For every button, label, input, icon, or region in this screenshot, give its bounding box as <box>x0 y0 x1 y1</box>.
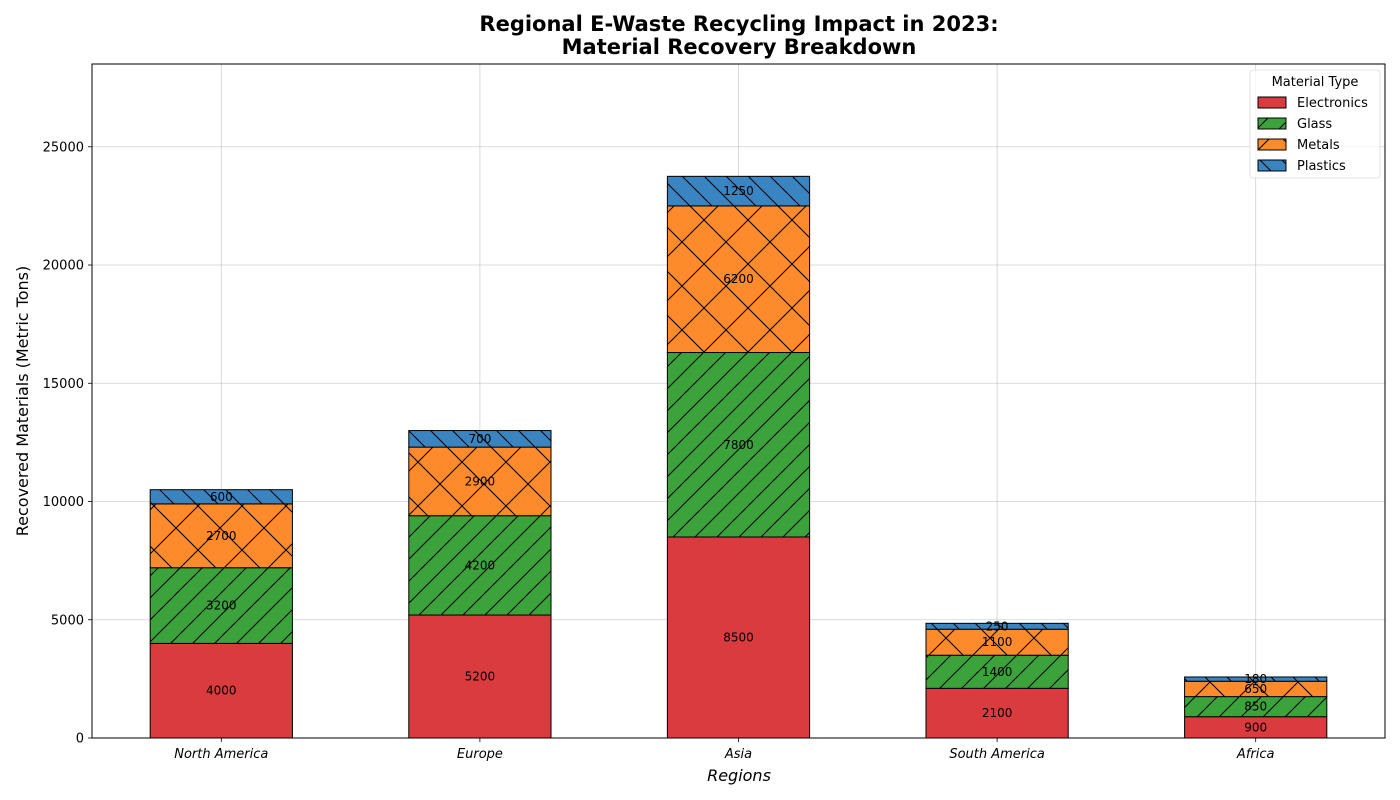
data-label: 1100 <box>982 635 1013 649</box>
bar-outline <box>408 430 552 448</box>
bar-hatch-glass <box>667 352 810 537</box>
data-labels: 4000 3200 2700 600 5200 4200 2900 700 8500 7800 62… <box>206 184 1267 734</box>
axes: 0 5000 10000 15000 20000 25000 North America Eu… <box>43 63 1386 762</box>
legend-swatch-outline <box>1257 138 1287 151</box>
data-label: 1250 <box>723 184 754 198</box>
bar-outline <box>666 175 811 207</box>
legend-title: Material Type <box>1272 75 1359 90</box>
bar-hatch-metals <box>408 447 552 516</box>
data-label: 650 <box>1244 682 1267 696</box>
legend-label-metals: Metals <box>1297 138 1340 153</box>
legend-swatch-electronics <box>1258 97 1286 108</box>
x-tick-label: South America <box>949 747 1045 762</box>
data-label: 4000 <box>206 684 237 698</box>
data-label: 2900 <box>465 474 496 488</box>
data-label: 4200 <box>465 558 496 572</box>
data-label: 2100 <box>982 706 1013 720</box>
bar-hatch-glass <box>925 655 1069 689</box>
legend-swatch-hatch <box>1258 139 1286 150</box>
bar-hatch-metals <box>667 205 810 353</box>
bar-segment-electronics <box>667 536 810 738</box>
x-tick-label: Asia <box>724 747 752 762</box>
legend-swatch-hatch <box>1258 118 1286 129</box>
data-label: 900 <box>1244 720 1267 734</box>
data-label: 180 <box>1244 672 1267 686</box>
x-tick-label: Europe <box>457 747 503 762</box>
bar-outline <box>925 622 1069 630</box>
bar-outline <box>1184 676 1328 682</box>
y-tick-label: 0 <box>76 732 84 747</box>
data-label: 8500 <box>723 630 754 644</box>
data-label: 250 <box>986 619 1009 633</box>
bar-hatch-plastics <box>150 489 293 504</box>
x-tick-label: North America <box>174 747 268 762</box>
y-tick-label: 25000 <box>43 140 84 155</box>
data-label: 7800 <box>723 438 754 452</box>
bar-hatch-plastics <box>1184 676 1327 682</box>
legend: Material Type Electronics Glass Metals Plas… <box>1249 69 1381 179</box>
x-tick-label: Africa <box>1236 747 1275 762</box>
legend-swatch-outline <box>1257 117 1287 130</box>
bar-segment-electronics <box>1184 716 1327 738</box>
legend-swatch-hatch <box>1258 160 1286 171</box>
bars <box>149 175 1328 739</box>
data-label: 600 <box>210 490 233 504</box>
bar-segment-electronics <box>150 643 293 738</box>
y-axis-label: Recovered Materials (Metric Tons) <box>13 266 32 537</box>
y-tick-label: 15000 <box>43 377 84 392</box>
data-label: 5200 <box>465 670 496 684</box>
legend-label-plastics: Plastics <box>1297 159 1346 174</box>
y-tick-label: 10000 <box>43 495 84 510</box>
chart-title-line1: Regional E-Waste Recycling Impact in 202… <box>479 12 998 36</box>
y-tick-label: 20000 <box>43 259 84 274</box>
legend-label-electronics: Electronics <box>1297 96 1368 111</box>
bar-outline <box>149 489 293 505</box>
bar-hatch-plastics <box>925 623 1069 630</box>
bar-hatch-plastics <box>667 176 810 206</box>
data-label: 700 <box>468 432 491 446</box>
bar-hatch-plastics <box>408 430 552 448</box>
x-axis-label: Regions <box>707 766 771 785</box>
bar-hatch-glass <box>150 567 293 644</box>
bar-hatch-glass <box>408 515 552 616</box>
y-tick-label: 5000 <box>51 613 84 628</box>
data-label: 1400 <box>982 665 1013 679</box>
bar-hatch-glass <box>1184 696 1327 717</box>
bar-hatch-metals <box>1184 681 1327 697</box>
legend-label-glass: Glass <box>1297 117 1332 132</box>
bar-segment-electronics <box>408 615 552 738</box>
legend-swatch-outline <box>1257 159 1287 172</box>
bar-hatch-metals <box>925 629 1069 656</box>
data-label: 850 <box>1244 700 1267 714</box>
data-label: 6200 <box>723 272 754 286</box>
data-label: 2700 <box>206 529 237 543</box>
bar-hatch-metals <box>150 503 293 568</box>
data-label: 3200 <box>206 599 237 613</box>
plot-frame <box>91 63 1386 739</box>
chart-title-line2: Material Recovery Breakdown <box>562 35 917 59</box>
bar-segment-electronics <box>925 688 1069 738</box>
legend-swatch-outline <box>1257 96 1287 109</box>
